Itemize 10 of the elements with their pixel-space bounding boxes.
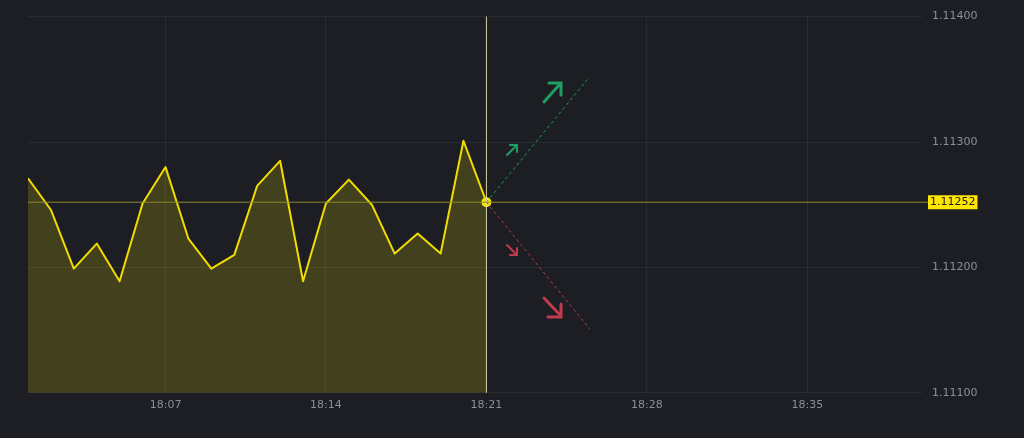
x-tick-label: 18:14 xyxy=(310,398,342,412)
ref-line-label: 1.11252 xyxy=(930,195,976,209)
y-tick-label: 1.11300 xyxy=(932,134,978,148)
y-tick-label: 1.11400 xyxy=(932,9,978,23)
y-tick-label: 1.11100 xyxy=(932,385,978,399)
x-tick-label: 18:28 xyxy=(631,398,663,412)
x-tick-label: 18:21 xyxy=(470,398,503,412)
y-tick-label: 1.11200 xyxy=(932,260,978,274)
x-tick-label: 18:35 xyxy=(791,398,824,412)
x-tick-label: 18:07 xyxy=(149,398,182,412)
